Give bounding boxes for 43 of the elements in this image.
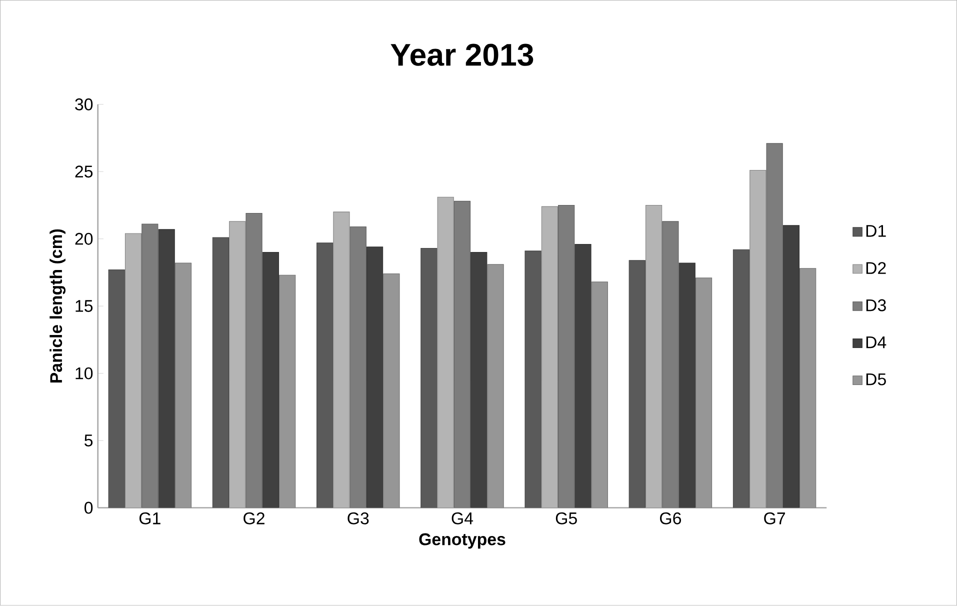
bar <box>108 270 125 508</box>
x-tick-label: G1 <box>139 512 160 525</box>
x-tick-label: G4 <box>452 512 474 525</box>
bar <box>366 246 384 508</box>
bar <box>628 260 646 508</box>
bar <box>279 275 296 508</box>
bar <box>174 262 192 508</box>
y-tick-label: 0 <box>84 502 93 514</box>
legend-label: D2 <box>866 262 886 274</box>
bar <box>262 252 279 508</box>
bar <box>524 250 542 508</box>
bar <box>383 274 400 508</box>
bar <box>695 278 712 508</box>
x-tick-label: G3 <box>348 512 369 525</box>
bar <box>420 248 438 508</box>
legend-label: D4 <box>866 336 886 348</box>
bar <box>470 252 488 508</box>
chart-title: Year 2013 <box>390 44 534 66</box>
y-tick-label: 20 <box>75 233 93 245</box>
legend-label: D3 <box>866 299 886 312</box>
x-tick-label: G6 <box>660 512 681 525</box>
bar <box>212 237 229 508</box>
bar <box>487 264 504 508</box>
y-tick-label: 25 <box>75 166 93 178</box>
bar <box>678 262 696 508</box>
y-tick-label: 30 <box>75 98 93 111</box>
bar <box>574 244 592 508</box>
x-tick-label: G2 <box>244 512 264 525</box>
y-tick-label: 15 <box>76 300 93 312</box>
x-tick-label: G7 <box>764 512 785 525</box>
bar <box>732 250 750 508</box>
x-tick-label: G5 <box>556 512 577 525</box>
bar <box>158 229 175 508</box>
x-axis-title: Genotypes <box>419 533 506 549</box>
y-tick-label: 5 <box>84 434 93 447</box>
y-axis-title: Panicle length (cm) <box>50 230 66 383</box>
bar <box>800 268 816 508</box>
legend-label: D1 <box>866 225 886 237</box>
bar <box>316 242 334 508</box>
bar <box>591 282 608 508</box>
y-tick-label: 10 <box>76 367 93 380</box>
legend-label: D5 <box>866 374 886 386</box>
bar <box>782 225 800 508</box>
